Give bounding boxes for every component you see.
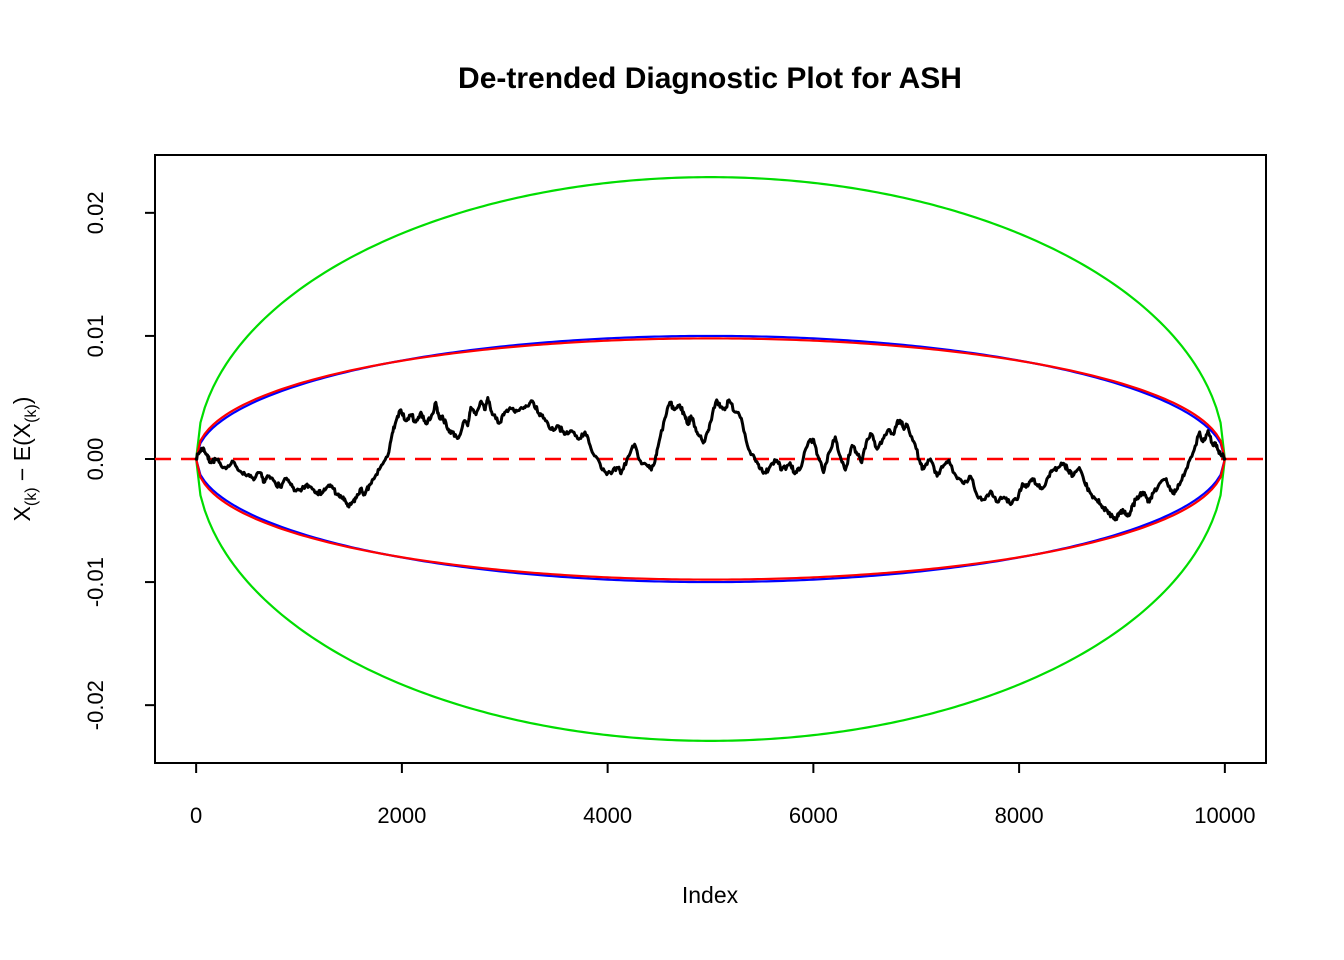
y-tick-label: 0.01 bbox=[83, 315, 108, 358]
confidence-ellipses-layer bbox=[195, 176, 1226, 742]
y-tick-label: -0.01 bbox=[83, 557, 108, 607]
inner-red-ellipse-lower bbox=[195, 458, 1226, 581]
x-tick-label: 6000 bbox=[789, 803, 838, 828]
inner-red-ellipse-upper bbox=[195, 337, 1226, 460]
outer-green-ellipse-lower bbox=[195, 458, 1226, 742]
y-tick-label: 0.02 bbox=[83, 191, 108, 234]
y-tick-label: -0.02 bbox=[83, 680, 108, 730]
y-tick-label: 0.00 bbox=[83, 438, 108, 481]
axes-layer: 0 2000 4000 6000 8000 10000 0.02 0.01 0.00 -0.01 -… bbox=[83, 191, 1255, 828]
detrended-order-statistics bbox=[194, 395, 1227, 522]
x-tick-label: 2000 bbox=[377, 803, 426, 828]
outer-green-ellipse-upper bbox=[195, 176, 1226, 460]
chart-title: De-trended Diagnostic Plot for ASH bbox=[458, 62, 962, 95]
y-axis-label: X(k) − E(X(k)) bbox=[9, 397, 40, 522]
middle-blue-ellipse-lower bbox=[195, 458, 1226, 584]
middle-blue-ellipse-upper bbox=[195, 334, 1226, 460]
detrended-series-layer bbox=[194, 395, 1227, 522]
x-tick-label: 0 bbox=[190, 803, 202, 828]
x-axis-label: Index bbox=[682, 882, 739, 908]
x-tick-label: 4000 bbox=[583, 803, 632, 828]
x-tick-label: 8000 bbox=[995, 803, 1044, 828]
x-tick-label: 10000 bbox=[1194, 803, 1255, 828]
